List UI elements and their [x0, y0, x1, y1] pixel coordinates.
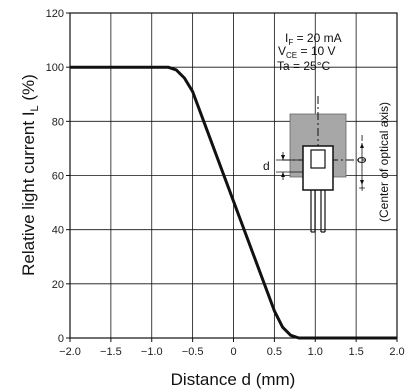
axis-zero-label: 0 — [355, 156, 369, 163]
optical-axis-note: (Center of optical axis) — [377, 102, 391, 222]
condition-ta: Ta = 25°C — [277, 59, 330, 73]
y-tick-label: 20 — [52, 279, 64, 291]
condition-if: IF = 20 mA — [285, 31, 342, 47]
y-tick-label: 40 — [52, 225, 64, 237]
x-tick-label: 0.5 — [267, 346, 282, 358]
axis-minus-label: − — [355, 134, 369, 141]
series-line — [70, 65, 397, 340]
x-tick-label: −1.5 — [100, 346, 122, 358]
y-tick-label: 120 — [46, 8, 64, 20]
y-tick-label: 0 — [58, 333, 64, 345]
x-tick-label: −0.5 — [182, 346, 204, 358]
inset-diagram: d 0 − + (Center of optical axis) — [263, 96, 391, 233]
y-tick-labels: 0 20 40 60 80 100 120 — [46, 8, 70, 345]
sensor-lens — [310, 149, 326, 169]
y-tick-label: 80 — [52, 116, 64, 128]
x-tick-label: 2.0 — [389, 346, 404, 358]
x-tick-labels: −2.0 −1.5 −1.0 −0.5 0 0.5 1.0 1.5 2.0 — [59, 338, 405, 358]
d-dimension-label: d — [263, 159, 270, 173]
x-tick-label: 1.0 — [308, 346, 323, 358]
condition-vce: VCE = 10 V — [278, 44, 336, 60]
y-axis-label: Relative light current IL (%) — [19, 74, 41, 276]
y-tick-label: 100 — [46, 62, 64, 74]
x-tick-label: 0 — [230, 346, 236, 358]
x-tick-label: −2.0 — [59, 346, 81, 358]
axis-plus-label: + — [355, 184, 369, 191]
y-tick-label: 60 — [52, 171, 64, 183]
x-tick-label: 1.5 — [348, 346, 363, 358]
x-axis-label: Distance d (mm) — [171, 370, 296, 389]
x-tick-label: −1.0 — [141, 346, 163, 358]
